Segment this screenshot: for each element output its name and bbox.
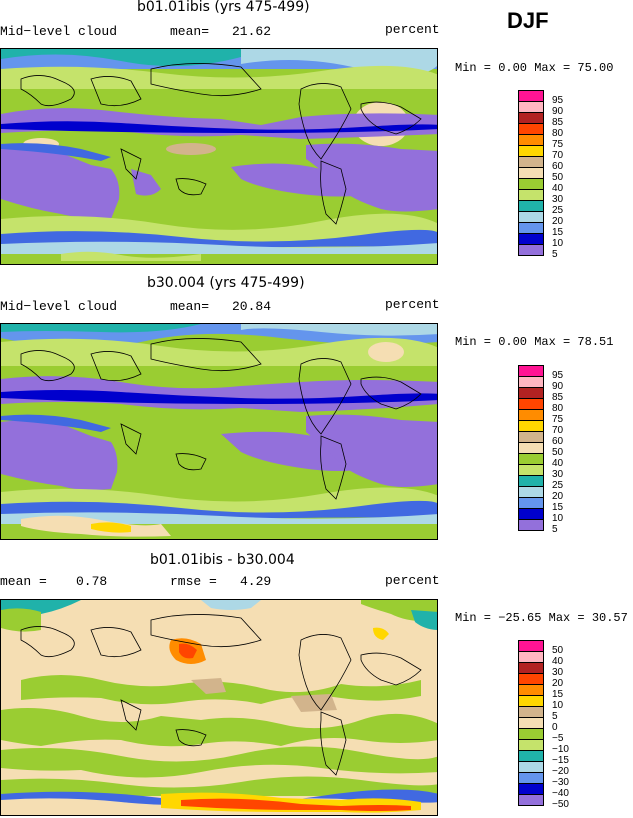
panel1-mean-value: 21.62 (232, 24, 272, 39)
panel1-colorbar-label: 90 (552, 106, 564, 117)
panel2-colorbar-label: 80 (552, 403, 564, 414)
panel2-colorbar-label: 90 (552, 381, 564, 392)
panel3-mean-value: 0.78 (76, 574, 108, 589)
panel1-colorbar-label: 60 (552, 161, 564, 172)
panel3-minmax: Min = −25.65 Max = 30.57 (455, 611, 628, 625)
panel2-colorbar-label: 5 (552, 524, 558, 535)
panel3-units: percent (385, 573, 440, 588)
panel3-colorbar-label: 0 (552, 722, 558, 733)
panel3-colorbar-label: 15 (552, 689, 564, 700)
panel2-swatch-5 (518, 519, 544, 531)
panel1-colorbar-label: 75 (552, 139, 564, 150)
panel1-colorbar-label: 80 (552, 128, 564, 139)
panel1-mean-label: mean= (170, 24, 210, 39)
panel3-colorbar-label: −10 (552, 744, 569, 755)
panel2-map (0, 323, 438, 540)
panel1-colorbar-label: 50 (552, 172, 564, 183)
panel3-map (0, 599, 438, 816)
panel2-colorbar-label: 40 (552, 458, 564, 469)
panel2-colorbar-label: 20 (552, 491, 564, 502)
panel3-swatch-neg50 (518, 794, 544, 806)
panel2-variable-label: Mid−level cloud (0, 299, 118, 314)
panel1-colorbar-label: 70 (552, 150, 564, 161)
panel3-mean-label: mean = (0, 574, 47, 589)
panel1-colorbar-label: 40 (552, 183, 564, 194)
panel3-colorbar-label: −20 (552, 766, 569, 777)
panel2-colorbar-label: 95 (552, 370, 564, 381)
panel2-colorbar-label: 60 (552, 436, 564, 447)
panel3-rmse-label: rmse = (170, 574, 217, 589)
panel1-colorbar-label: 10 (552, 238, 564, 249)
panel3-colorbar-label: 10 (552, 700, 564, 711)
panel3-title: b01.01ibis - b30.004 (150, 552, 295, 568)
panel2-units: percent (385, 297, 440, 312)
panel1-units: percent (385, 22, 440, 37)
panel1-title: b01.01ibis (yrs 475-499) (137, 0, 310, 15)
panel2-colorbar-label: 25 (552, 480, 564, 491)
panel2-colorbar-label: 15 (552, 502, 564, 513)
panel2-colorbar-label: 70 (552, 425, 564, 436)
panel2-minmax: Min = 0.00 Max = 78.51 (455, 335, 614, 349)
panel1-colorbar-label: 15 (552, 227, 564, 238)
panel3-colorbar-label: −50 (552, 799, 569, 810)
panel2-mean-value: 20.84 (232, 299, 272, 314)
panel3-colorbar-label: 30 (552, 667, 564, 678)
panel3-colorbar-label: 20 (552, 678, 564, 689)
panel1-colorbar-label: 20 (552, 216, 564, 227)
panel1-minmax: Min = 0.00 Max = 75.00 (455, 61, 614, 75)
panel3-colorbar-label: 40 (552, 656, 564, 667)
panel2-colorbar-label: 10 (552, 513, 564, 524)
panel2-title: b30.004 (yrs 475-499) (147, 275, 305, 291)
panel2-colorbar-label: 85 (552, 392, 564, 403)
panel3-rmse-value: 4.29 (240, 574, 272, 589)
panel1-map (0, 48, 438, 265)
panel1-colorbar-label: 85 (552, 117, 564, 128)
season-label: DJF (507, 8, 549, 33)
panel1-swatch-5 (518, 244, 544, 256)
panel3-colorbar-label: −15 (552, 755, 569, 766)
panel1-contour-map (1, 49, 437, 264)
panel1-colorbar-label: 25 (552, 205, 564, 216)
panel3-colorbar-label: −40 (552, 788, 569, 799)
panel2-colorbar-label: 30 (552, 469, 564, 480)
panel3-colorbar-label: 5 (552, 711, 558, 722)
panel3-colorbar-label: −5 (552, 733, 564, 744)
panel2-colorbar-label: 50 (552, 447, 564, 458)
panel2-contour-map (1, 324, 437, 539)
panel3-colorbar-label: −30 (552, 777, 569, 788)
panel1-colorbar-label: 95 (552, 95, 564, 106)
panel3-colorbar-label: 50 (552, 645, 564, 656)
panel2-mean-label: mean= (170, 299, 210, 314)
panel1-colorbar-label: 5 (552, 249, 558, 260)
panel1-variable-label: Mid−level cloud (0, 24, 118, 39)
panel2-colorbar-label: 75 (552, 414, 564, 425)
panel1-colorbar-label: 30 (552, 194, 564, 205)
panel3-contour-map (1, 600, 437, 815)
